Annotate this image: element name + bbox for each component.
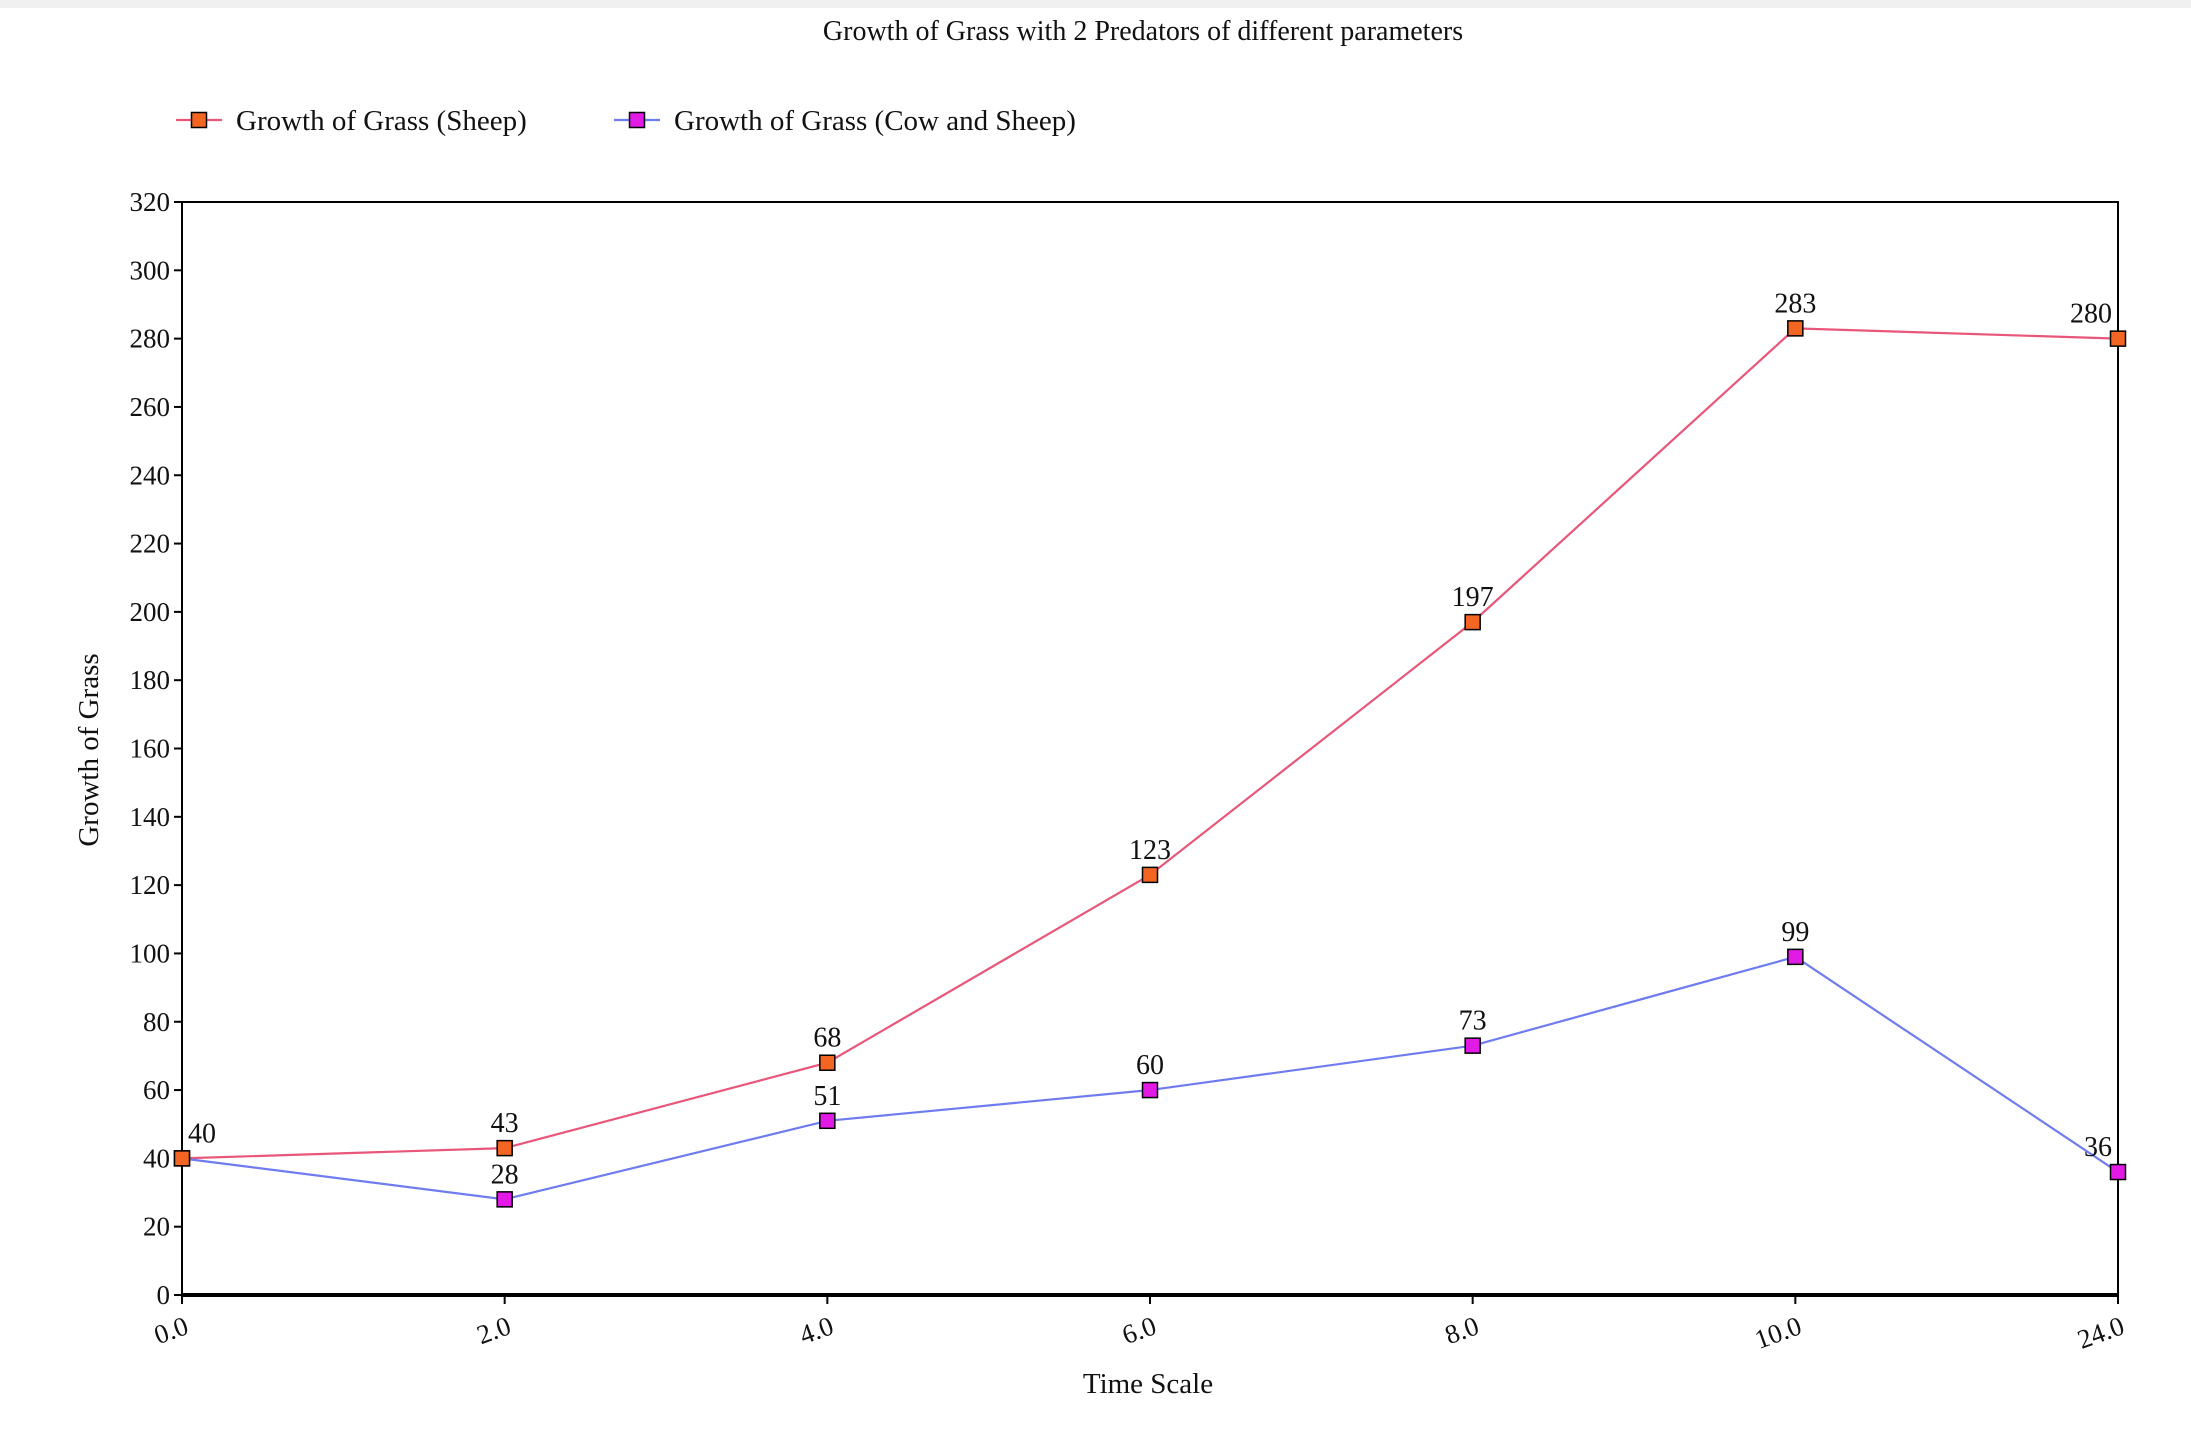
data-label: 40	[188, 1118, 216, 1149]
data-label: 43	[491, 1108, 519, 1139]
data-label: 280	[2070, 299, 2112, 330]
data-label: 197	[1452, 582, 1494, 613]
legend: Growth of Grass (Sheep) Growth of Grass (…	[176, 105, 1076, 137]
data-point	[1143, 1083, 1158, 1098]
data-point	[820, 1113, 835, 1128]
data-label: 73	[1459, 1006, 1487, 1037]
legend-label: Growth of Grass (Cow and Sheep)	[674, 105, 1076, 137]
y-tick-label: 40	[143, 1143, 170, 1173]
data-point	[1143, 867, 1158, 882]
y-tick-label: 200	[130, 597, 171, 627]
data-point	[1465, 615, 1480, 630]
data-label: 123	[1129, 835, 1171, 866]
data-point	[1788, 949, 1803, 964]
data-point	[497, 1141, 512, 1156]
y-tick-label: 300	[130, 255, 171, 285]
x-tick-label: 24.0	[2073, 1310, 2128, 1354]
x-tick-label: 4.0	[795, 1310, 837, 1350]
data-label: 60	[1136, 1050, 1164, 1081]
y-tick-label: 180	[130, 665, 171, 695]
y-tick-label: 0	[157, 1280, 171, 1310]
data-point	[2111, 1165, 2126, 1180]
legend-marker	[192, 113, 207, 128]
x-tick-label: 8.0	[1441, 1310, 1483, 1350]
legend-marker	[630, 113, 645, 128]
y-tick-label: 240	[130, 460, 171, 490]
x-tick-label: 6.0	[1118, 1310, 1160, 1350]
y-tick-label: 320	[130, 187, 171, 217]
data-point	[2111, 331, 2126, 346]
data-point	[175, 1151, 190, 1166]
data-labels: 40 43 68 123 197 283 280 28 51 60 73 99 36	[188, 288, 2112, 1190]
plot-area-border	[182, 202, 2118, 1295]
y-tick-label: 80	[143, 1007, 170, 1037]
y-tick-label: 260	[130, 392, 171, 422]
x-axis-title: Time Scale	[1083, 1368, 1213, 1400]
y-axis: 0 20 40 60 80 100 120 140 160 180 200 220 240 260 280 3…	[130, 187, 183, 1310]
y-axis-title: Growth of Grass	[73, 653, 105, 846]
y-tick-label: 220	[130, 529, 171, 559]
y-tick-label: 120	[130, 870, 171, 900]
data-label: 68	[813, 1023, 841, 1054]
y-tick-label: 100	[130, 938, 171, 968]
data-label: 28	[491, 1159, 519, 1190]
y-tick-label: 160	[130, 734, 171, 764]
x-tick-label: 10.0	[1751, 1310, 1806, 1354]
y-tick-label: 140	[130, 802, 171, 832]
x-tick-label: 0.0	[150, 1310, 192, 1350]
x-tick-label: 2.0	[473, 1310, 515, 1350]
data-point	[820, 1055, 835, 1070]
data-label: 283	[1774, 288, 1816, 319]
data-label: 36	[2084, 1132, 2112, 1163]
data-label: 99	[1781, 917, 1809, 948]
x-axis: 0.0 2.0 4.0 6.0 8.0 10.0 24.0	[150, 1295, 2128, 1355]
data-point	[497, 1192, 512, 1207]
y-tick-label: 60	[143, 1075, 170, 1105]
data-label: 51	[813, 1081, 841, 1112]
y-tick-label: 20	[143, 1212, 170, 1242]
data-point	[1788, 321, 1803, 336]
y-tick-label: 280	[130, 324, 171, 354]
plot-frame	[182, 202, 2118, 1295]
legend-label: Growth of Grass (Sheep)	[236, 105, 527, 137]
chart-title: Growth of Grass with 2 Predators of diff…	[823, 16, 1463, 47]
data-point	[1465, 1038, 1480, 1053]
series-line	[182, 328, 2118, 1158]
